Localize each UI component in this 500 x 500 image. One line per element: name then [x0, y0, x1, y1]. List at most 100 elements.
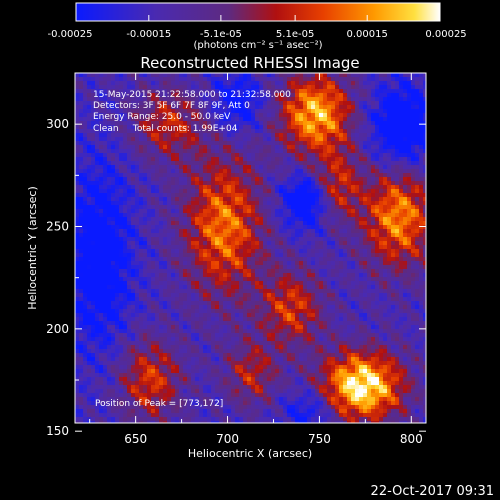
heatmap-cell [219, 261, 224, 266]
heatmap-cell [135, 261, 140, 266]
heatmap-cell [87, 393, 92, 398]
heatmap-cell [207, 145, 212, 150]
heatmap-cell [267, 365, 272, 370]
heatmap-cell [91, 257, 96, 262]
heatmap-cell [167, 277, 172, 282]
heatmap-cell [107, 273, 112, 278]
heatmap-cell [299, 229, 304, 234]
heatmap-cell [99, 297, 104, 302]
heatmap-cell [167, 325, 172, 330]
heatmap-cell [75, 377, 80, 382]
heatmap-cell [287, 317, 292, 322]
heatmap-cell [115, 85, 120, 90]
heatmap-cell [279, 381, 284, 386]
heatmap-cell [231, 421, 236, 424]
heatmap-cell [223, 329, 228, 334]
heatmap-cell [231, 285, 236, 290]
heatmap-cell [151, 145, 156, 150]
heatmap-cell [131, 169, 136, 174]
heatmap-cell [195, 293, 200, 298]
heatmap-cell [239, 189, 244, 194]
heatmap-cell [215, 401, 220, 406]
heatmap-cell [255, 81, 260, 86]
heatmap-cell [151, 277, 156, 282]
heatmap-cell [75, 389, 80, 394]
heatmap-cell [215, 289, 220, 294]
heatmap-cell [271, 101, 276, 106]
heatmap-cell [231, 105, 236, 110]
heatmap-cell [83, 169, 88, 174]
heatmap-cell [151, 365, 156, 370]
heatmap-cell [263, 97, 268, 102]
heatmap-cell [275, 421, 280, 424]
heatmap-cell [79, 209, 84, 214]
heatmap-cell [279, 169, 284, 174]
heatmap-cell [227, 121, 232, 126]
heatmap-cell [299, 177, 304, 182]
heatmap-cell [75, 421, 80, 424]
heatmap-cell [115, 237, 120, 242]
heatmap-cell [155, 133, 160, 138]
heatmap-cell [83, 73, 88, 78]
heatmap-cell [107, 357, 112, 362]
heatmap-cell [199, 369, 204, 374]
heatmap-cell [163, 201, 168, 206]
heatmap-cell [291, 285, 296, 290]
heatmap-cell [163, 233, 168, 238]
heatmap-cell [291, 221, 296, 226]
heatmap-cell [119, 237, 124, 242]
heatmap-cell [119, 397, 124, 402]
heatmap-cell [231, 397, 236, 402]
heatmap-cell [147, 197, 152, 202]
heatmap-cell [291, 389, 296, 394]
heatmap-cell [179, 193, 184, 198]
heatmap-cell [163, 349, 168, 354]
heatmap-cell [219, 421, 224, 424]
heatmap-cell [147, 245, 152, 250]
heatmap-cell [175, 225, 180, 230]
heatmap-cell [239, 245, 244, 250]
heatmap-cell [147, 125, 152, 130]
heatmap-cell [251, 277, 256, 282]
heatmap-cell [179, 149, 184, 154]
heatmap-cell [263, 373, 268, 378]
heatmap-cell [95, 357, 100, 362]
heatmap-cell [75, 97, 80, 102]
heatmap-cell [83, 353, 88, 358]
heatmap-cell [199, 173, 204, 178]
heatmap-cell [131, 185, 136, 190]
heatmap-cell [115, 129, 120, 134]
heatmap-cell [287, 361, 292, 366]
heatmap-cell [123, 309, 128, 314]
heatmap-cell [143, 217, 148, 222]
heatmap-cell [283, 205, 288, 210]
heatmap-cell [239, 317, 244, 322]
heatmap-cell [155, 77, 160, 82]
heatmap-cell [115, 229, 120, 234]
heatmap-cell [259, 161, 264, 166]
heatmap-cell [175, 389, 180, 394]
heatmap-cell [183, 249, 188, 254]
heatmap-cell [75, 113, 80, 118]
heatmap-cell [295, 141, 300, 146]
heatmap-cell [155, 277, 160, 282]
heatmap-cell [99, 193, 104, 198]
heatmap-cell [215, 165, 220, 170]
heatmap-cell [267, 405, 272, 410]
heatmap-cell [195, 249, 200, 254]
heatmap-cell [291, 369, 296, 374]
heatmap-cell [167, 405, 172, 410]
heatmap-cell [111, 173, 116, 178]
heatmap-cell [159, 321, 164, 326]
heatmap-cell [163, 157, 168, 162]
heatmap-cell [283, 261, 288, 266]
heatmap-cell [83, 421, 88, 424]
heatmap-cell [203, 329, 208, 334]
heatmap-cell [235, 397, 240, 402]
heatmap-cell [255, 169, 260, 174]
heatmap-cell [235, 325, 240, 330]
heatmap-cell [75, 373, 80, 378]
heatmap-cell [227, 329, 232, 334]
heatmap-cell [263, 385, 268, 390]
heatmap-cell [167, 141, 172, 146]
